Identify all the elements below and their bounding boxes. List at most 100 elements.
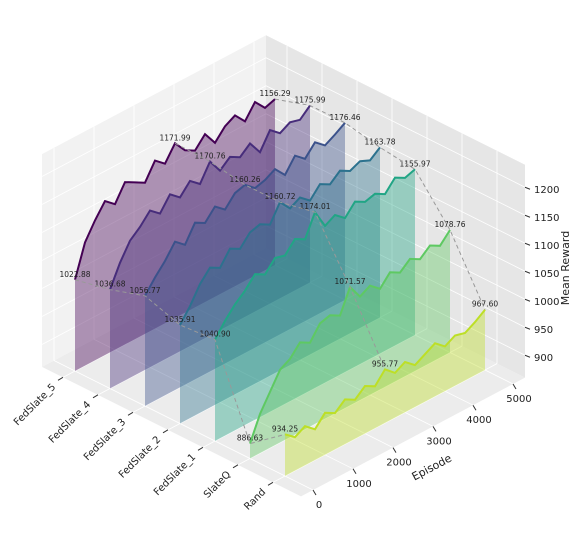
x-tick-label: 1000	[346, 479, 371, 490]
z-tick-label: 900	[534, 353, 553, 364]
tick-mark	[232, 464, 239, 469]
grid-line	[213, 275, 474, 406]
grid-line	[97, 275, 323, 396]
z-tick-label: 1100	[534, 241, 559, 252]
grid-line	[265, 57, 526, 188]
grid-line	[265, 225, 526, 356]
value-label: 967.60	[472, 300, 498, 309]
value-label: 1175.99	[294, 96, 325, 105]
tick-mark	[524, 186, 531, 190]
grid-line	[53, 360, 314, 491]
value-label: 1071.57	[334, 277, 365, 286]
tick-mark	[472, 404, 477, 411]
area-fill	[250, 230, 450, 459]
x-axis-title: Episode	[410, 452, 454, 484]
value-label: 886.63	[237, 434, 263, 443]
value-label: 1078.76	[434, 220, 465, 229]
value-label: 934.25	[272, 424, 298, 433]
tick-mark	[524, 270, 531, 274]
z-tick-label: 1200	[534, 185, 559, 196]
grid-line	[253, 254, 514, 385]
series-line	[144, 122, 346, 297]
tick-mark	[432, 426, 437, 432]
grid-line	[265, 141, 526, 272]
z-tick-label: 1150	[534, 213, 559, 224]
tick-mark	[524, 298, 531, 302]
tick-mark	[57, 376, 64, 381]
tick-mark	[92, 394, 99, 399]
value-label: 1176.46	[329, 113, 360, 122]
x-tick-label: 5000	[506, 394, 531, 405]
grid-line	[132, 293, 358, 413]
category-label: FedSlate_1	[152, 452, 198, 498]
grid-line	[202, 328, 428, 448]
x-tick-label: 3000	[426, 436, 451, 447]
grid-line	[41, 57, 267, 177]
grid-line	[272, 363, 498, 483]
value-label: 1163.78	[364, 137, 395, 146]
category-label: Rand	[242, 487, 268, 513]
tick-mark	[267, 481, 274, 486]
tick-mark	[524, 354, 531, 358]
tick-mark	[352, 468, 357, 475]
tick-mark	[524, 242, 531, 246]
z-axis-title: Mean Reward	[559, 231, 572, 305]
category-label: FedSlate_5	[12, 382, 58, 428]
grid-line	[265, 169, 526, 300]
grid-line	[41, 225, 267, 345]
grid-line	[265, 197, 526, 328]
value-label: 1036.68	[94, 280, 125, 289]
value-label: 1155.97	[399, 159, 430, 168]
area-fill	[215, 169, 415, 442]
grid-line	[41, 85, 267, 205]
value-label: 1022.88	[59, 270, 90, 279]
grid-line	[41, 197, 267, 317]
value-label: 1056.77	[129, 286, 160, 295]
category-label: FedSlate_2	[117, 434, 163, 480]
connector	[274, 98, 486, 310]
grid-line	[173, 296, 434, 427]
grid-line	[41, 169, 267, 289]
area-fill	[110, 105, 310, 389]
x-tick-label: 2000	[386, 458, 411, 469]
tick-mark	[524, 326, 531, 330]
tick-mark	[512, 383, 517, 390]
value-label: 1156.29	[259, 89, 290, 98]
category-label: FedSlate_4	[47, 399, 93, 445]
value-label: 1040.90	[199, 330, 230, 339]
tick-mark	[524, 214, 531, 218]
tick-mark	[392, 447, 397, 453]
area-fill	[75, 99, 275, 371]
z-tick-label: 1000	[534, 297, 559, 308]
value-label: 1174.01	[299, 202, 330, 211]
series-line	[109, 104, 311, 290]
connector	[174, 142, 386, 370]
value-label: 1035.91	[164, 315, 195, 324]
grid-line	[237, 345, 463, 466]
tick-mark	[197, 446, 204, 451]
tick-mark	[127, 411, 134, 416]
tick-mark	[162, 429, 169, 434]
grid-line	[93, 338, 354, 470]
tick-mark	[312, 489, 317, 496]
value-label: 955.77	[372, 359, 398, 368]
value-label: 1171.99	[159, 133, 190, 142]
x-tick-label: 0	[316, 500, 322, 511]
area-fill	[285, 309, 485, 476]
z-tick-label: 1050	[534, 269, 559, 280]
grid-line	[41, 113, 267, 233]
z-tick-label: 950	[534, 325, 553, 336]
area-fill	[145, 122, 345, 407]
value-label: 1160.26	[229, 175, 260, 184]
value-label: 1160.72	[264, 192, 295, 201]
grid-line	[62, 258, 288, 378]
grid-line	[41, 141, 267, 261]
category-label: SlateQ	[202, 469, 233, 500]
x-tick-label: 4000	[466, 415, 491, 426]
grid-line	[133, 317, 394, 448]
value-label: 1170.76	[194, 151, 225, 160]
area-fill	[180, 147, 380, 424]
connector	[74, 279, 286, 445]
category-label: FedSlate_3	[82, 417, 128, 463]
